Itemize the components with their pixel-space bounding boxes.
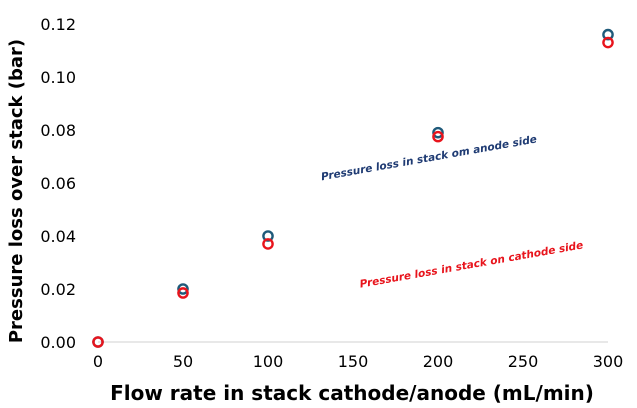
annotation-label: Pressure loss in stack om anode side — [320, 133, 538, 183]
data-point-anode — [262, 230, 274, 242]
y-axis-title: Pressure loss over stack (bar) — [6, 39, 27, 343]
y-tick-label: 0.12 — [40, 15, 76, 34]
data-point-cathode — [177, 287, 189, 299]
y-tick-labels: 0.00 0.02 0.04 0.06 0.08 0.10 0.12 — [40, 15, 76, 352]
y-tick-label: 0.04 — [40, 227, 76, 246]
x-tick-label: 100 — [253, 352, 284, 371]
y-tick-label: 0.02 — [40, 280, 76, 299]
plot-area: 0.00 0.02 0.04 0.06 0.08 0.10 0.12 0 50 100 150 20… — [40, 15, 623, 371]
x-tick-label: 200 — [423, 352, 454, 371]
x-tick-labels: 0 50 100 150 200 250 300 — [93, 352, 623, 371]
data-point-anode — [432, 126, 444, 139]
data-point-anode — [177, 283, 189, 295]
x-tick-label: 150 — [338, 352, 369, 371]
y-tick-label: 0.10 — [40, 68, 76, 87]
data-points — [92, 28, 614, 348]
x-axis-title: Flow rate in stack cathode/anode (mL/min… — [110, 381, 594, 405]
data-point-anode — [602, 28, 614, 41]
data-point-cathode — [602, 36, 614, 49]
data-point-cathode — [432, 130, 444, 143]
x-tick-label: 300 — [593, 352, 624, 371]
x-tick-label: 50 — [173, 352, 193, 371]
annotation-label: Pressure loss in stack on cathode side — [359, 239, 584, 290]
x-tick-label: 250 — [508, 352, 539, 371]
data-point-cathode — [262, 238, 274, 250]
y-tick-label: 0.00 — [40, 333, 76, 352]
x-tick-label: 0 — [93, 352, 103, 371]
y-tick-label: 0.06 — [40, 174, 76, 193]
data-point-cathode — [92, 336, 104, 348]
y-tick-label: 0.08 — [40, 121, 76, 140]
annotations: Pressure loss in stack om anode side Pres… — [320, 133, 584, 290]
